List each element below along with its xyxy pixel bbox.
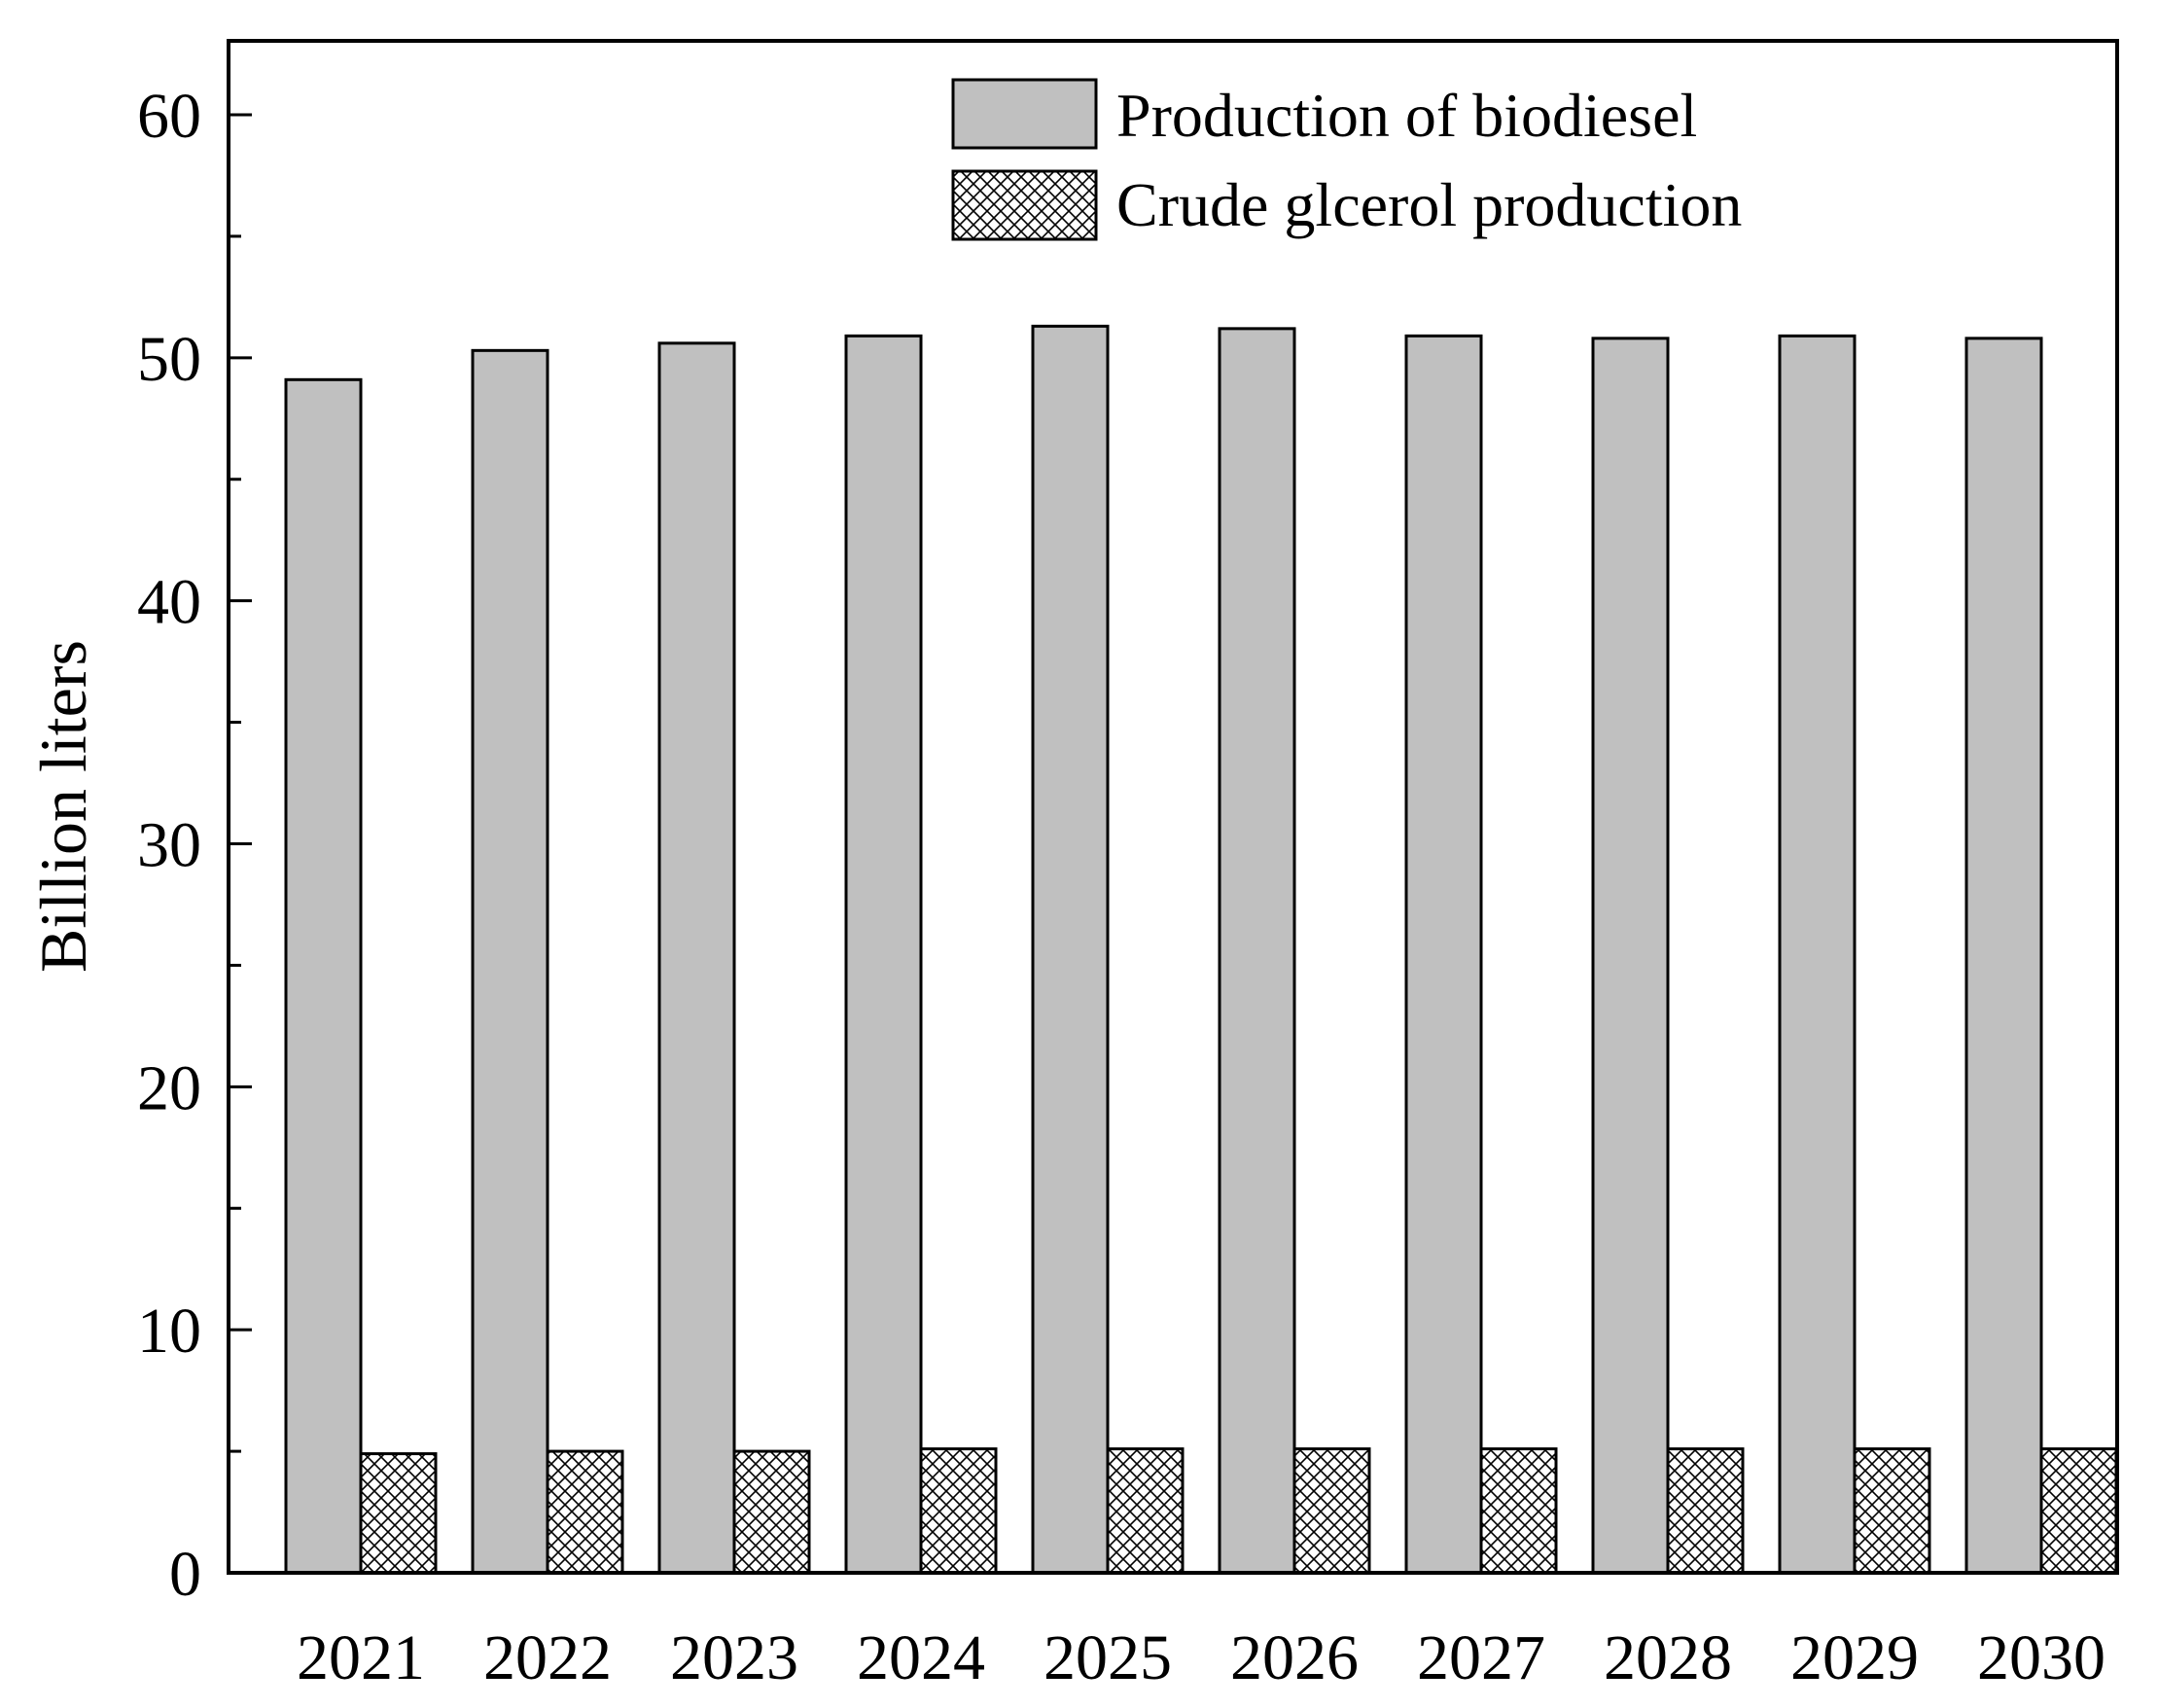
y-tick-label-40: 40	[137, 567, 201, 638]
y-tick-label-30: 30	[137, 810, 201, 881]
legend-label-biodiesel: Production of biodiesel	[1116, 81, 1697, 150]
legend-swatch-biodiesel	[951, 78, 1098, 150]
x-tick-label-2025: 2025	[1044, 1622, 1172, 1693]
bars-layer	[284, 324, 2118, 1575]
y-tick-label-50: 50	[137, 324, 201, 395]
legend-swatch-crude-glycerol	[951, 169, 1098, 241]
bar-biodiesel-2029	[1778, 334, 1857, 1575]
bar-crude-glycerol-2030	[2039, 1447, 2118, 1575]
y-tick-label-20: 20	[137, 1052, 201, 1123]
y-tick-label-0: 0	[169, 1539, 201, 1610]
bar-crude-glycerol-2028	[1666, 1447, 1745, 1575]
bar-crude-glycerol-2027	[1479, 1447, 1558, 1575]
bar-crude-glycerol-2025	[1106, 1447, 1185, 1575]
bar-biodiesel-2025	[1031, 324, 1110, 1575]
bar-biodiesel-2024	[844, 334, 923, 1575]
bar-biodiesel-2022	[471, 348, 549, 1575]
bar-crude-glycerol-2022	[546, 1449, 624, 1575]
bar-biodiesel-2023	[657, 341, 736, 1575]
y-axis-label: Billion liters	[26, 640, 100, 973]
bar-biodiesel-2030	[1964, 337, 2043, 1575]
bar-crude-glycerol-2026	[1292, 1447, 1371, 1575]
x-tick-label-2028: 2028	[1604, 1622, 1732, 1693]
bar-biodiesel-2021	[284, 377, 363, 1575]
x-tick-label-2021: 2021	[297, 1622, 425, 1693]
legend-label-crude-glycerol: Crude glcerol production	[1116, 170, 1742, 239]
bar-biodiesel-2027	[1404, 334, 1483, 1575]
bar-crude-glycerol-2023	[732, 1449, 811, 1575]
x-tick-label-2030: 2030	[1977, 1622, 2105, 1693]
x-tick-label-2029: 2029	[1790, 1622, 1919, 1693]
x-tick-label-2022: 2022	[483, 1622, 612, 1693]
x-tick-label-2024: 2024	[857, 1622, 985, 1693]
bar-biodiesel-2028	[1591, 337, 1670, 1575]
y-axis-ticks: 0 10 20 30 40 50 60	[137, 81, 252, 1610]
y-tick-label-60: 60	[137, 81, 201, 152]
bar-biodiesel-2026	[1218, 327, 1296, 1575]
x-tick-label-2023: 2023	[670, 1622, 798, 1693]
bar-crude-glycerol-2024	[919, 1447, 998, 1575]
x-tick-label-2026: 2026	[1230, 1622, 1359, 1693]
bar-crude-glycerol-2029	[1853, 1447, 1931, 1575]
bar-crude-glycerol-2021	[359, 1452, 438, 1575]
y-tick-label-10: 10	[137, 1296, 201, 1367]
x-axis-ticks: 2021 2022 2023 2024 2025 2026 2027 2028 2029 2030	[297, 1553, 2105, 1693]
legend: Production of biodiesel Crude glcerol pr…	[951, 78, 1742, 241]
plot-frame	[227, 39, 2119, 1575]
x-tick-label-2027: 2027	[1417, 1622, 1545, 1693]
